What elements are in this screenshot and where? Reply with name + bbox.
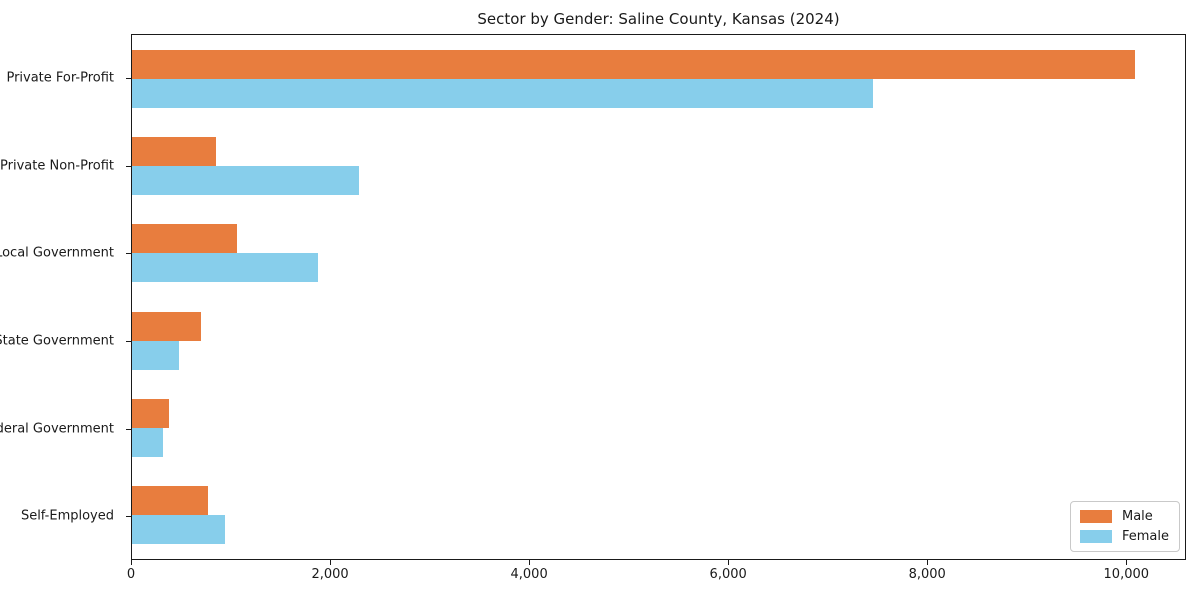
legend-label: Female	[1121, 529, 1169, 544]
x-tick-label: 2,000	[311, 567, 349, 582]
bar-group	[132, 35, 1185, 122]
bar-male	[132, 136, 217, 166]
plot-area: Male Female	[131, 34, 1186, 560]
y-tick-mark	[126, 165, 131, 167]
y-axis-labels: Private For-Profit Private Non-Profit Loca…	[0, 34, 124, 560]
bar-male	[132, 398, 169, 428]
bar-group	[132, 384, 1185, 471]
y-tick-mark	[126, 253, 131, 255]
legend-item-male: Male	[1079, 509, 1169, 524]
y-tick-mark	[126, 516, 131, 518]
x-tick-mark	[1126, 560, 1128, 565]
x-tick-mark	[131, 560, 132, 565]
bar-group	[132, 122, 1185, 209]
y-axis-label: Federal Government	[0, 421, 114, 436]
y-axis-label: Private Non-Profit	[0, 158, 114, 173]
y-tick-mark	[126, 340, 131, 342]
y-tick-mark	[126, 77, 131, 79]
x-tick-mark	[728, 560, 730, 565]
y-axis-label: Private For-Profit	[6, 70, 114, 86]
x-tick-label: 6,000	[709, 567, 747, 582]
bar-female	[132, 340, 179, 370]
y-axis-label: Local Government	[0, 245, 114, 261]
y-tick-mark	[126, 428, 131, 430]
chart-title: Sector by Gender: Saline County, Kansas …	[477, 10, 840, 28]
bar-female	[132, 515, 226, 545]
bar-group	[132, 472, 1185, 559]
legend-swatch-female	[1079, 530, 1112, 543]
bar-female	[132, 78, 874, 108]
bar-male	[132, 49, 1136, 79]
x-tick-label: 0	[126, 567, 136, 582]
x-tick-label: 8,000	[908, 567, 946, 582]
bar-male	[132, 311, 201, 341]
bar-female	[132, 253, 318, 283]
legend-swatch-male	[1079, 510, 1112, 523]
bar-male	[132, 486, 209, 516]
y-axis-label: Self-Employed	[20, 508, 114, 524]
bar-group	[132, 297, 1185, 384]
bar-groups	[132, 35, 1185, 559]
x-tick-label: 10,000	[1103, 567, 1150, 582]
bar-female	[132, 427, 163, 457]
x-tick-mark	[330, 560, 332, 565]
bar-group	[132, 210, 1185, 297]
x-tick-label: 4,000	[510, 567, 548, 582]
y-axis-label: State Government	[0, 333, 114, 349]
legend-label: Male	[1121, 509, 1153, 524]
legend: Male Female	[1069, 501, 1180, 552]
x-tick-mark	[529, 560, 531, 565]
x-tick-mark	[927, 560, 929, 565]
bar-female	[132, 165, 360, 195]
legend-item-female: Female	[1079, 529, 1169, 544]
bar-male	[132, 224, 238, 254]
